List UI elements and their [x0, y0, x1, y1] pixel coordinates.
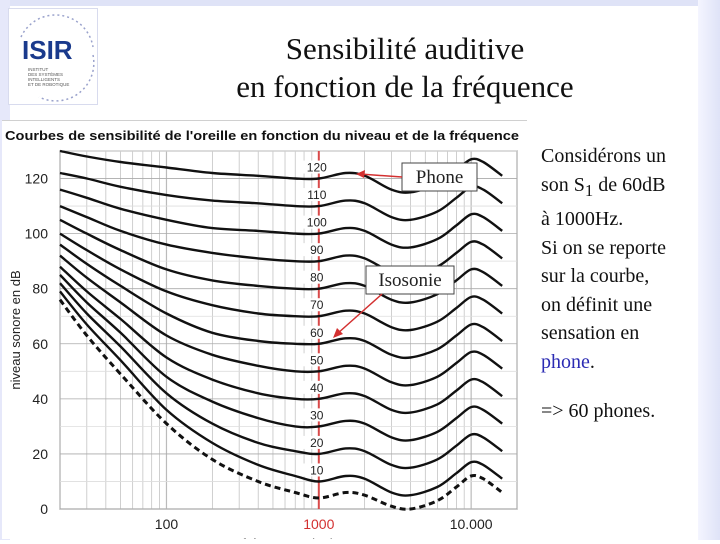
- curve-label: 20: [310, 436, 324, 450]
- logo-wordmark: ISIR: [22, 35, 73, 65]
- logo-line: INSTITUT: [28, 67, 48, 72]
- explanation-line: à 1000Hz.: [541, 208, 624, 230]
- phone-arrowhead: [356, 170, 365, 178]
- curve-label: 50: [310, 353, 324, 367]
- slide-top-edge: [0, 0, 720, 6]
- curve-label-bg: [301, 298, 330, 312]
- isophone-curve: [59, 232, 503, 332]
- isosonie-arrowhead: [333, 328, 343, 338]
- curve-label: 110: [307, 188, 326, 202]
- y-tick-label: 80: [32, 281, 48, 297]
- slide-title: Sensibilité auditive en fonction de la f…: [190, 30, 620, 106]
- subscript: 1: [584, 180, 594, 200]
- explanation-line: Considérons un: [541, 145, 666, 167]
- isophone-curve: [59, 218, 503, 305]
- x-tick-label: 1000: [303, 516, 334, 532]
- curve-label: 40: [310, 381, 324, 395]
- curve-label-bg: [301, 353, 330, 367]
- curve-label: 80: [310, 271, 324, 285]
- isophone-curve: [59, 274, 503, 442]
- curve-label-bg: [301, 160, 330, 174]
- y-tick-label: 120: [25, 171, 49, 187]
- isophone-curve: [59, 254, 503, 387]
- result-text: => 60 phones.: [541, 400, 656, 422]
- curve-label: 30: [310, 408, 324, 422]
- logo-arc: [38, 54, 95, 102]
- phone-arrow: [359, 173, 403, 178]
- curve-label: 120: [307, 161, 327, 175]
- slide-right-edge: [698, 0, 720, 540]
- x-tick-label: 10.000: [450, 516, 493, 532]
- explanation-fragment: de 60dB: [593, 173, 666, 196]
- y-tick-label: 0: [40, 501, 48, 517]
- isosonie-callout: Isosonie: [378, 270, 441, 291]
- threshold-curve: [58, 298, 504, 511]
- slide-title-line: Sensibilité auditive: [285, 31, 525, 66]
- isophone-curve: [59, 290, 503, 497]
- isophone-curve: [59, 282, 503, 470]
- explanation-fragment: son S: [541, 173, 585, 196]
- curve-label-bg: [301, 215, 330, 229]
- y-tick-label: 40: [32, 391, 48, 407]
- explanation-line: son S1 de 60dB: [541, 171, 703, 206]
- explanation-fragment: .: [589, 350, 595, 373]
- isir-logo: ISIR INSTITUT DES SYSTÈMES INTELLIGENTS …: [8, 8, 98, 105]
- explanation-line: Si on se reporte: [541, 236, 666, 259]
- explanation-line: sensation en: [541, 322, 640, 344]
- y-tick-label: 20: [32, 446, 48, 462]
- y-axis-label: niveau sonore en dB: [8, 270, 23, 389]
- curve-label-bg: [301, 463, 330, 477]
- curve-label-bg: [301, 243, 330, 257]
- curve-label: 90: [310, 243, 324, 257]
- isophone-curve: [59, 204, 503, 277]
- x-axis-label: fréquences (Hz): [242, 536, 334, 539]
- curve-label: 100: [307, 216, 327, 230]
- phone-callout-box: [401, 162, 478, 192]
- logo-line: INTELLIGENTS: [28, 77, 60, 82]
- y-tick-label: 60: [32, 336, 48, 352]
- curve-label-bg: [301, 325, 330, 339]
- curve-label: 70: [310, 298, 324, 312]
- explanation-line: sur la courbe,: [541, 265, 650, 287]
- phone-callout: Phone: [416, 167, 464, 188]
- isophone-curve: [59, 243, 503, 360]
- logo-line: DES SYSTÈMES: [28, 71, 63, 77]
- isosonie-callout-box: [365, 265, 455, 295]
- curve-label-bg: [301, 408, 330, 422]
- y-tick-label: 100: [25, 226, 49, 242]
- curve-label-bg: [301, 270, 330, 284]
- x-tick-label: 100: [155, 516, 179, 532]
- logo-line: ET DE ROBOTIQUE: [28, 82, 69, 87]
- explanation-line: phone.: [541, 348, 703, 377]
- curve-label: 10: [310, 463, 324, 477]
- explanation-text: Considérons un son S1 de 60dB à 1000Hz. …: [541, 142, 703, 376]
- chart-svg: Courbes de sensibilité de l'oreille en f…: [5, 128, 519, 544]
- curve-label: 60: [310, 326, 324, 340]
- curve-label-bg: [301, 380, 330, 394]
- phone-term: phone: [541, 350, 590, 373]
- isophone-curve: [59, 188, 503, 249]
- explanation-line: on définit une: [541, 293, 653, 316]
- isophone-curve: [59, 265, 503, 415]
- slide-title-line: en fonction de la fréquence: [236, 69, 574, 104]
- chart-title: Courbes de sensibilité de l'oreille en f…: [5, 128, 519, 143]
- isir-logo-graphic: ISIR INSTITUT DES SYSTÈMES INTELLIGENTS …: [20, 14, 95, 102]
- isophone-curve: [59, 171, 503, 222]
- curve-label-bg: [301, 188, 330, 202]
- equal-loudness-chart: Courbes de sensibilité de l'oreille en f…: [2, 120, 527, 544]
- isosonie-arrow: [336, 293, 383, 335]
- curve-label-bg: [301, 435, 330, 449]
